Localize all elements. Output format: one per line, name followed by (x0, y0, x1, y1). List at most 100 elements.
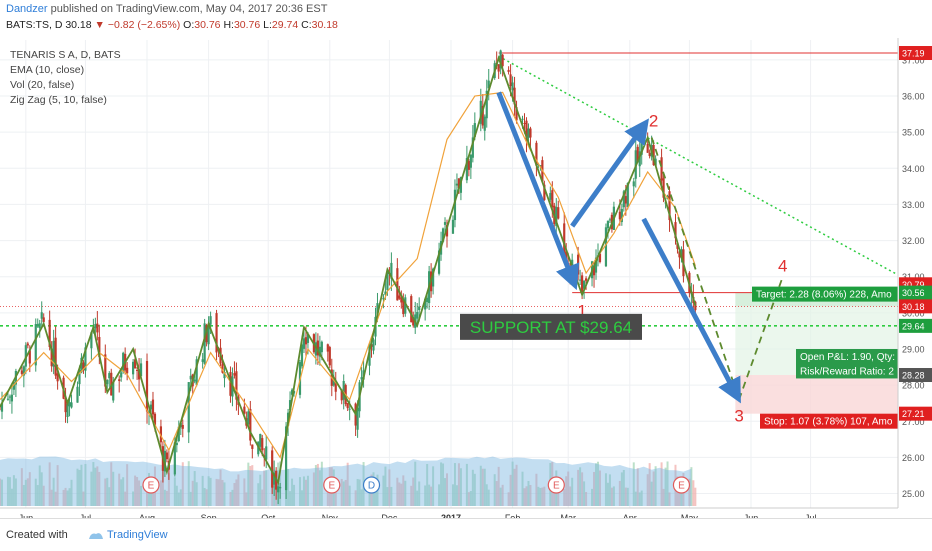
volume-bar (610, 487, 613, 506)
volume-bar (455, 485, 458, 506)
volume-bar (118, 473, 121, 506)
open-key: O: (183, 19, 195, 31)
candle-body (497, 64, 500, 72)
candle-body (694, 301, 697, 311)
volume-bar (62, 489, 65, 506)
volume-bar (259, 474, 262, 506)
volume-bar (567, 471, 570, 506)
volume-bar (539, 487, 542, 506)
candle-body (437, 250, 441, 274)
volume-bar (94, 467, 97, 506)
volume-bar (314, 465, 317, 506)
volume-bar (507, 492, 510, 506)
candle-body (135, 370, 139, 372)
legend-volume[interactable]: Vol (20, false) (10, 79, 75, 91)
volume-bar (80, 464, 83, 506)
volume-bar (34, 478, 37, 506)
indicator-legend: TENARIS S A, D, BATS EMA (10, close) Vol… (10, 48, 121, 108)
reference-lines (0, 52, 899, 327)
candle-body (592, 265, 596, 276)
candle-body (290, 389, 294, 395)
volume-bar (90, 471, 93, 506)
candle-body (318, 346, 321, 357)
volume-bar (312, 472, 315, 506)
price-tag-bg (899, 406, 932, 421)
volume-bar (400, 483, 403, 506)
candle-body (70, 402, 73, 408)
candle-body (654, 158, 657, 166)
candle-body (390, 262, 393, 279)
author-link[interactable]: Dandzer (6, 3, 48, 15)
candle-body (139, 363, 143, 377)
candle-body (96, 323, 99, 333)
volume-bar (652, 471, 655, 506)
volume-bar (12, 475, 15, 506)
price-chart[interactable]: 1 2 3 4 SUPPORT AT $29.64 Target: 2.28 (8.06%… (0, 38, 932, 518)
volume-bar (688, 478, 691, 506)
price-tag: 37.19 (902, 49, 925, 59)
legend-ema[interactable]: EMA (10, close) (10, 64, 85, 76)
candle-body (122, 352, 125, 372)
candle-body (398, 295, 401, 299)
candle-body (82, 362, 85, 371)
price-tag-bg (899, 46, 932, 61)
wave-arrows (496, 91, 741, 404)
tradingview-link[interactable]: TradingView (88, 529, 168, 541)
volume-bar (207, 476, 210, 506)
candle-body (306, 333, 310, 343)
volume-bar (543, 486, 546, 506)
candle-body (581, 275, 584, 294)
volume-bar (585, 491, 588, 506)
volume-bar (235, 479, 238, 506)
volume-bar (471, 469, 474, 506)
high-value: 30.76 (233, 19, 261, 31)
volume-bar (126, 464, 129, 506)
price-tag: 30.18 (902, 302, 925, 312)
volume-bar (22, 484, 25, 506)
volume-bar (146, 483, 149, 506)
volume-bar (535, 473, 538, 506)
candle-body (0, 402, 4, 412)
volume-bar (384, 466, 387, 506)
volume-bar (640, 490, 643, 506)
volume-bar (124, 491, 127, 506)
candle-body (376, 303, 379, 317)
volume-bar (66, 490, 69, 506)
candle-body (209, 316, 212, 325)
chart-header: Dandzer published on TradingView.com, Ma… (0, 0, 932, 38)
volume-bar (293, 484, 296, 506)
candle-body (618, 211, 621, 220)
candle-body (151, 399, 155, 415)
pnl-label-bg (796, 348, 898, 364)
chart-grid (0, 40, 898, 508)
volume-bar (451, 484, 454, 506)
candle-body (284, 426, 288, 491)
volume-bar (444, 478, 447, 506)
volume-bar (179, 489, 182, 506)
volume-bar (291, 478, 294, 506)
legend-zigzag[interactable]: Zig Zag (5, 10, false) (10, 94, 107, 106)
candle-body (457, 178, 461, 189)
legend-symbol[interactable]: TENARIS S A, D, BATS (10, 49, 121, 61)
volume-bar (215, 478, 218, 506)
candle-body (511, 82, 514, 91)
candle-body (340, 390, 343, 401)
volume-bar (583, 481, 586, 506)
candle-body (203, 323, 206, 364)
candle-body (416, 311, 419, 319)
volume-bar (8, 477, 11, 506)
volume-bar (541, 487, 544, 506)
candle-body (36, 324, 39, 326)
candle-body (632, 181, 635, 187)
candle-body (235, 371, 238, 400)
volume-bar (219, 469, 222, 506)
x-tick-label: Nov (322, 513, 339, 518)
volume-bar (165, 490, 168, 506)
event-marker-label: E (678, 481, 685, 492)
candle-body (78, 369, 81, 385)
candle-body (334, 382, 337, 392)
volume-bar (390, 486, 393, 506)
candle-body (98, 337, 101, 358)
stop-label: Stop: 1.07 (3.78%) 107, Amo (764, 417, 893, 428)
x-tick-label: Apr (623, 513, 637, 518)
